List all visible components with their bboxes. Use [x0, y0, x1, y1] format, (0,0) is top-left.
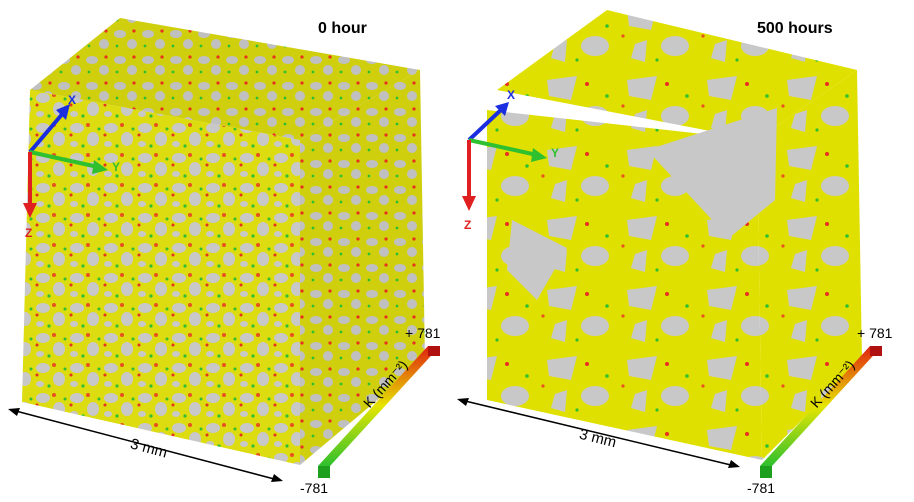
colorbar-min-label: -781: [747, 480, 776, 496]
scale-bar-arrowhead-right: [271, 474, 283, 482]
colorbar-max-label: + 781: [405, 325, 441, 341]
colorbar: [760, 346, 882, 466]
x-axis-arrowhead: [495, 102, 509, 116]
x-axis-arrowhead: [56, 104, 70, 120]
volume-render-500-hours: [457, 10, 882, 478]
scale-bar-arrowhead-right: [728, 460, 740, 468]
cube-front-face: [22, 90, 300, 465]
panel-0-hour: 0 hour X Y Z 3 mm + 781 -781 K (mm⁻²): [8, 18, 441, 496]
cube-top-face: [30, 18, 420, 140]
scale-bar-arrowhead-left: [457, 398, 469, 406]
scale-bar-arrowhead-left: [8, 408, 20, 416]
z-axis-label: Z: [25, 226, 33, 240]
z-axis-arrowhead: [23, 203, 37, 218]
x-axis-arrow: [467, 106, 505, 142]
z-axis-arrowhead: [462, 196, 476, 211]
panel-500-hours: 500 hours X Y Z 3 mm + 781 -781 K (mm⁻²): [457, 0, 914, 502]
large-grey-section: [647, 108, 777, 238]
panel-title: 0 hour: [318, 20, 367, 37]
x-axis-label: X: [68, 93, 77, 107]
cube-top-face: [497, 10, 857, 140]
x-axis-arrow: [28, 110, 66, 154]
cube-right-face: [757, 70, 862, 460]
colorbar-min-label: -781: [300, 480, 329, 496]
volume-render-0-hour: [8, 18, 440, 482]
y-axis-arrowhead: [92, 160, 108, 174]
y-axis-label: Y: [551, 146, 560, 160]
colorbar-top-cap: [870, 346, 882, 356]
z-axis-label: Z: [464, 218, 472, 232]
scale-bar-line: [11, 409, 279, 481]
y-axis-arrow: [468, 138, 538, 157]
colorbar-max-label: + 781: [857, 325, 893, 341]
colorbar-end-cap: [760, 466, 772, 478]
y-axis-label: Y: [112, 160, 121, 174]
colorbar-top-cap: [428, 346, 440, 356]
colorbar-end-cap: [318, 466, 330, 478]
scale-bar-line: [460, 399, 736, 467]
y-axis-arrowhead: [531, 148, 547, 162]
x-axis-label: X: [507, 88, 516, 102]
y-axis-arrow: [29, 150, 99, 169]
panel-title: 500 hours: [757, 20, 833, 37]
large-grey-section-2: [507, 220, 567, 300]
cube-right-face: [300, 70, 425, 465]
colorbar: [318, 346, 440, 466]
